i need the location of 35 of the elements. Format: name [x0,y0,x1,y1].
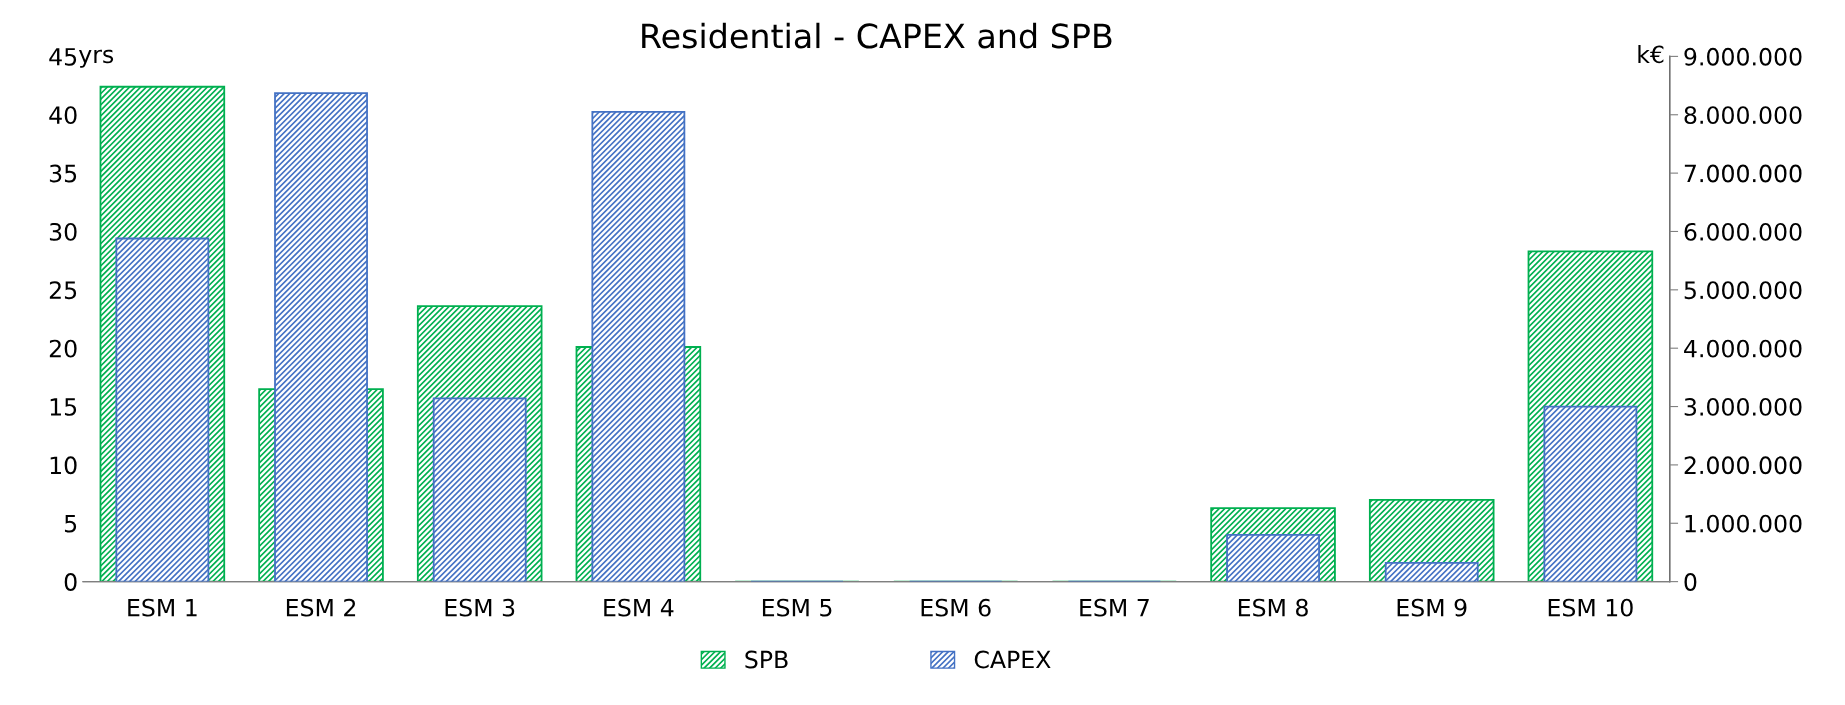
y2-tick-label: 7.000.000 [1684,164,1802,183]
y-tick-label: 5 [64,515,77,533]
y2-tick-label: 2.000.000 [1684,456,1802,475]
x-tick-label: ESM 6 [921,598,991,617]
x-tick-label: ESM 9 [1397,598,1467,617]
x-tick-label: ESM 2 [286,598,356,617]
x-tick-label: ESM 10 [1548,598,1633,617]
y-tick-label: 30 [49,222,77,241]
y-tick-label: 25 [49,281,77,300]
y-axis-title: yrs [78,49,114,68]
y-tick-label: 10 [50,456,77,475]
y2-tick-label: 0 [1684,573,1697,591]
legend-label: CAPEX [974,650,1051,669]
y2-tick-label: 8.000.000 [1684,106,1802,125]
y2-tick-label: 1.000.000 [1685,514,1802,533]
y-tick-label: 0 [64,573,77,591]
x-tick-label: ESM 4 [604,598,674,617]
x-tick-label: ESM 5 [762,598,832,617]
y2-tick-label: 4.000.000 [1684,339,1802,358]
x-tick-label: ESM 7 [1080,598,1149,617]
y-tick-label: 20 [49,339,77,358]
y-tick-label: 40 [49,106,77,125]
y-tick-label: 35 [49,164,77,183]
y2-axis-title: k€ [1638,44,1664,64]
y2-tick-label: 5.000.000 [1684,281,1802,300]
legend-label: SPB [745,650,788,669]
x-tick-label: ESM 8 [1238,598,1308,617]
y-tick-label: 45 [49,48,77,66]
y-tick-label: 15 [50,398,77,416]
y2-tick-label: 9.000.000 [1684,47,1802,66]
chart-title: Residential - CAPEX and SPB [642,22,1112,49]
y2-tick-label: 6.000.000 [1684,222,1802,241]
x-tick-label: ESM 1 [128,598,197,617]
x-tick-label: ESM 3 [445,598,515,617]
y2-tick-label: 3.000.000 [1684,398,1802,416]
